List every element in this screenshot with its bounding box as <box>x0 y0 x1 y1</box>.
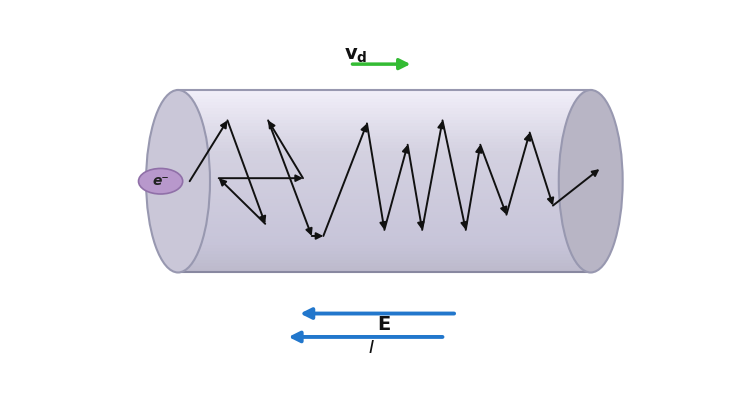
Ellipse shape <box>139 168 183 194</box>
Bar <box>178 229 591 233</box>
Bar <box>178 105 591 108</box>
Bar <box>178 141 591 145</box>
Bar <box>178 102 591 105</box>
Bar <box>178 184 591 187</box>
Bar <box>178 171 591 175</box>
Text: $\mathbf{E}$: $\mathbf{E}$ <box>377 315 392 334</box>
Bar <box>178 144 591 148</box>
Bar <box>178 254 591 257</box>
Bar <box>178 123 591 126</box>
Bar <box>178 208 591 212</box>
Bar <box>178 175 591 178</box>
Bar <box>178 260 591 263</box>
Bar <box>178 98 591 102</box>
Bar <box>178 156 591 160</box>
Bar <box>178 117 591 120</box>
Bar <box>178 241 591 245</box>
Bar <box>178 266 591 269</box>
Bar <box>178 92 591 96</box>
Bar <box>178 126 591 130</box>
Text: e⁻: e⁻ <box>152 174 169 188</box>
Bar <box>178 120 591 123</box>
Bar <box>178 129 591 133</box>
Bar <box>178 211 591 214</box>
Bar <box>178 138 591 142</box>
Bar <box>178 153 591 157</box>
Bar <box>178 223 591 227</box>
Bar <box>178 187 591 190</box>
Bar <box>178 232 591 236</box>
Bar <box>178 114 591 117</box>
Bar <box>178 196 591 199</box>
Bar <box>178 162 591 166</box>
Bar <box>178 250 591 254</box>
Bar <box>178 202 591 205</box>
Bar <box>178 226 591 230</box>
Bar <box>178 135 591 139</box>
Bar <box>178 214 591 218</box>
Bar <box>178 181 591 184</box>
Bar <box>178 263 591 266</box>
Text: $\mathbf{v}_\mathbf{d}$: $\mathbf{v}_\mathbf{d}$ <box>344 45 368 64</box>
Bar <box>178 159 591 163</box>
Bar <box>178 168 591 172</box>
Bar <box>178 248 591 251</box>
Bar <box>178 269 591 273</box>
Bar <box>178 132 591 135</box>
Bar <box>178 245 591 248</box>
Text: $\mathit{I}$: $\mathit{I}$ <box>368 339 375 357</box>
Bar <box>178 89 591 93</box>
Bar <box>178 147 591 151</box>
Bar <box>178 220 591 224</box>
Bar <box>178 239 591 242</box>
Ellipse shape <box>146 90 210 273</box>
Bar <box>178 235 591 239</box>
Bar <box>178 205 591 209</box>
Bar <box>178 166 591 169</box>
Ellipse shape <box>559 90 622 273</box>
Bar <box>178 199 591 203</box>
Bar <box>178 107 591 111</box>
Bar <box>178 190 591 194</box>
Bar <box>178 217 591 221</box>
Bar <box>178 111 591 114</box>
Bar <box>178 178 591 181</box>
Bar <box>178 96 591 99</box>
Bar <box>178 257 591 260</box>
Bar <box>178 193 591 196</box>
Bar <box>178 150 591 154</box>
